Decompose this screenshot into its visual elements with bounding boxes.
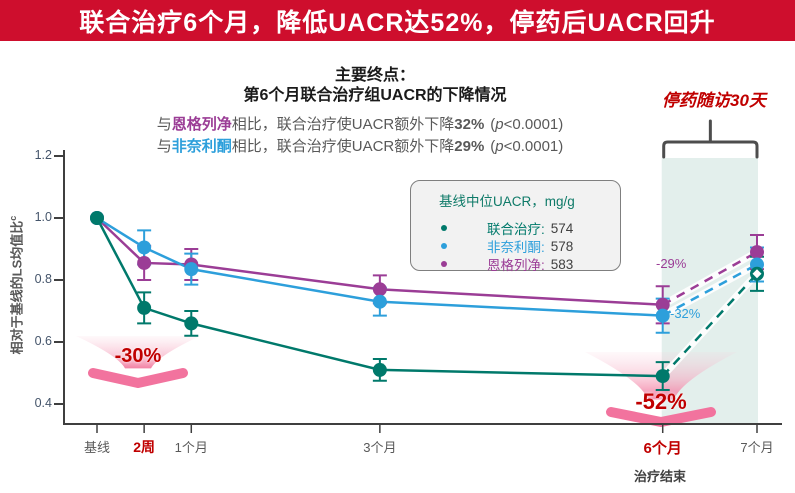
series-empagliflozin-point xyxy=(137,255,152,270)
legend-item-combo: 联合治疗: 574 xyxy=(411,219,620,237)
legend-item-finerenone: 非奈利酮: 578 xyxy=(411,237,620,255)
title-line1: 主要终点： xyxy=(334,67,415,84)
comparison-lines: 与恩格列净相比，联合治疗使UACR额外下降32% (p<0.0001) 与非奈利酮… xyxy=(0,114,720,158)
series-combo-therapy-dash xyxy=(661,272,758,377)
legend-item-value: 583 xyxy=(550,256,574,272)
series-combo-therapy-point xyxy=(372,362,387,377)
drop-arrow-2wk-head xyxy=(88,368,188,388)
drop-arrow-2wk-funnel xyxy=(76,336,200,369)
treatment-end-label: 治疗结束 xyxy=(633,469,686,484)
drug-name-empagliflozin: 恩格列净 xyxy=(171,116,232,133)
series-finerenone-point xyxy=(137,240,152,255)
y-tick-label: 1.0 xyxy=(34,210,52,224)
legend-bullet-icon xyxy=(441,225,447,231)
series-empagliflozin-point xyxy=(372,282,387,297)
drug-name-finerenone: 非奈利酮 xyxy=(171,138,232,155)
legend-item-empagliflozin: 恩格列净: 583 xyxy=(411,255,620,273)
x-tick-label: 基线 xyxy=(83,440,110,455)
axes xyxy=(63,150,782,425)
comparison-finerenone: 与非奈利酮相比，联合治疗使UACR额外下降29% (p<0.0001) xyxy=(0,136,720,158)
y-axis-title-text: 相对于基线的LS均值比 xyxy=(9,220,25,355)
withdrawal-follow-up-label: 停药随访30天 xyxy=(662,91,766,110)
y-axis-title-footnote: c xyxy=(8,215,19,221)
x-tick-label: 2周 xyxy=(133,439,156,455)
p-value-open: ( xyxy=(490,116,496,133)
annotation-drop-52: -52% xyxy=(635,389,687,414)
legend-title: 基线中位UACR，mg/g xyxy=(439,194,575,209)
p-value-rest: <0.0001) xyxy=(503,116,564,133)
p-symbol: p xyxy=(495,116,504,133)
title-line2: 第6个月联合治疗组UACR的下降情况 xyxy=(243,87,507,104)
series-empagliflozin-point xyxy=(749,245,764,260)
legend-item-label: 恩格列净: xyxy=(487,258,545,273)
comparison-percent: 32% xyxy=(454,116,485,133)
y-axis-title: 相对于基线的LS均值比c xyxy=(7,216,26,355)
legend-item-label: 非奈利酮: xyxy=(487,240,545,255)
x-tick-label: 3个月 xyxy=(363,440,397,455)
legend-bullet-icon xyxy=(441,243,447,249)
annotation-rebound-32: -32% xyxy=(670,306,701,321)
legend-bullet-icon xyxy=(441,261,447,267)
chart-title: 主要终点： 第6个月联合治疗组UACR的下降情况 xyxy=(10,66,740,106)
comparison-prefix: 与 xyxy=(156,138,172,155)
drop-arrow-6mo-head xyxy=(606,407,716,427)
y-tick-label: 0.6 xyxy=(34,334,52,348)
series-combo-therapy-point xyxy=(655,369,670,384)
legend-item-value: 574 xyxy=(550,220,574,236)
banner: 联合治疗6个月，降低UACR达52%，停药后UACR回升 xyxy=(0,0,795,41)
series-combo-therapy-diamond-marker xyxy=(752,269,762,279)
p-symbol: p xyxy=(495,138,504,155)
series-finerenone-point xyxy=(655,308,670,323)
comparison-text: 相比，联合治疗使UACR额外下降 xyxy=(231,116,455,133)
legend-item-label: 联合治疗: xyxy=(487,222,545,237)
series-finerenone-point xyxy=(184,262,199,277)
x-tick-label: 6个月 xyxy=(643,440,682,457)
annotation-rebound-29: -29% xyxy=(656,256,687,271)
series-finerenone-point xyxy=(372,294,387,309)
withdrawal-bracket xyxy=(662,119,759,159)
series-combo-therapy-point xyxy=(137,300,152,315)
banner-title: 联合治疗6个月，降低UACR达52%，停药后UACR回升 xyxy=(79,8,716,37)
series-finerenone-dash xyxy=(662,263,758,317)
series-combo-therapy-point xyxy=(184,316,199,331)
y-tick-label: 0.4 xyxy=(34,396,52,410)
x-tick-label: 1个月 xyxy=(174,440,208,455)
legend-box: 基线中位UACR，mg/g 联合治疗: 574 非奈利酮: 578 恩格列净: … xyxy=(410,180,621,273)
comparison-prefix: 与 xyxy=(156,116,172,133)
y-tick-label: 1.2 xyxy=(34,148,52,162)
annotation-drop-30: -30% xyxy=(114,345,162,367)
legend-item-value: 578 xyxy=(550,238,574,254)
p-value-rest: <0.0001) xyxy=(503,138,564,155)
p-value-open: ( xyxy=(490,138,496,155)
series-empagliflozin-dash xyxy=(662,251,758,306)
comparison-percent: 29% xyxy=(454,138,485,155)
comparison-text: 相比，联合治疗使UACR额外下降 xyxy=(231,138,455,155)
comparison-empagliflozin: 与恩格列净相比，联合治疗使UACR额外下降32% (p<0.0001) xyxy=(0,114,720,136)
x-tick-label: 7个月 xyxy=(740,440,774,455)
legend-rows: 联合治疗: 574 非奈利酮: 578 恩格列净: 583 xyxy=(411,219,620,273)
y-tick-label: 0.8 xyxy=(34,272,52,286)
series-empagliflozin-point xyxy=(655,297,670,312)
series-combo-therapy-point xyxy=(90,211,104,225)
